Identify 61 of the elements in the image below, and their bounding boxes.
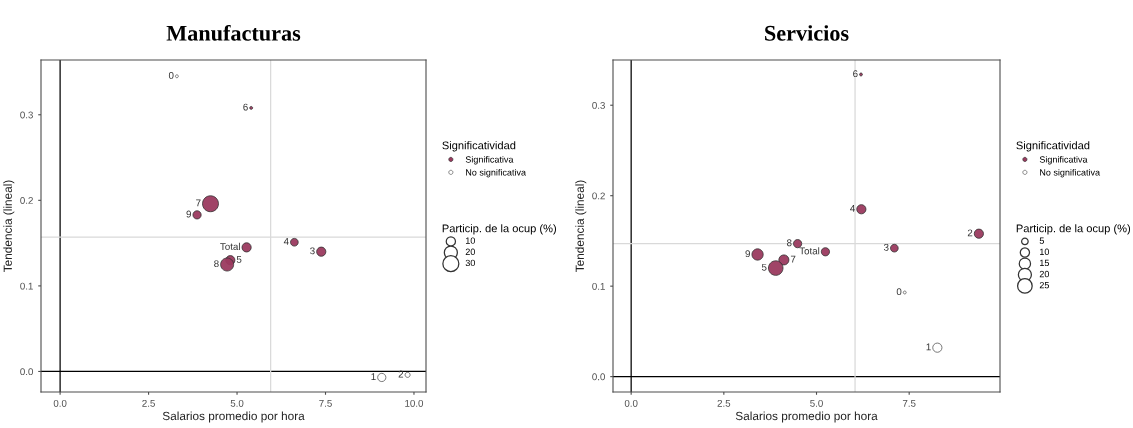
annotation: 0	[896, 288, 902, 296]
legend-label: No significativa	[466, 168, 527, 178]
chart-title: Manufacturas	[166, 24, 301, 41]
annotation: 4	[850, 205, 855, 212]
y-axis-title: Tendencia (lineal)	[575, 180, 587, 272]
legend-title: Significatividad	[1016, 141, 1090, 152]
y-tick-label: 0.3	[592, 101, 605, 109]
legend-label: No significativa	[1040, 168, 1101, 178]
y-tick-label: 0.2	[20, 197, 33, 204]
annotation: 9	[186, 210, 191, 218]
legend-label: 10	[465, 237, 475, 244]
annotation: 8	[787, 239, 792, 247]
annotation: 6	[243, 103, 248, 111]
legend-label: 20	[465, 248, 475, 255]
legend-label: 5	[1039, 237, 1044, 244]
annotation: 5	[236, 256, 242, 263]
x-tick-label: 5.0	[230, 399, 244, 407]
annotation: 2	[967, 229, 973, 237]
y-tick-label: 0.1	[592, 282, 605, 290]
annotation: 6	[853, 70, 858, 78]
y-axis-title: Tendencia (lineal)	[3, 180, 15, 272]
y-tick-label: 0.0	[20, 368, 33, 376]
annotation: 3	[310, 247, 315, 255]
annotation: 8	[214, 260, 219, 268]
y-tick-label: 0.0	[592, 373, 605, 381]
annotation: Total	[220, 242, 240, 250]
x-tick-label: 2.5	[717, 399, 731, 407]
legend-label: 30	[465, 259, 475, 267]
x-tick-label: 0.0	[624, 399, 638, 407]
text: Particip. de la ocup (%)	[442, 224, 556, 235]
text: Particip. de la ocup (%)	[1016, 224, 1131, 235]
annotation: 5	[761, 263, 767, 271]
x-axis-title: Salarios promedio por hora	[162, 411, 305, 423]
legend-label: 20	[1039, 270, 1050, 278]
legend-label: Significativa	[465, 156, 514, 165]
annotation: 7	[196, 199, 201, 207]
legend-label: 10	[1040, 248, 1050, 255]
x-tick-label: 0.0	[53, 399, 67, 407]
annotation: 1	[926, 343, 931, 351]
annotation: 2	[398, 370, 404, 378]
x-axis-title: Salarios promedio por hora	[735, 411, 878, 423]
legend-title: Significatividad	[442, 141, 516, 152]
legend-label: 15	[1040, 259, 1049, 267]
annotation: 7	[790, 255, 796, 263]
annotation: 3	[883, 243, 889, 251]
annotation: 4	[283, 238, 289, 245]
x-tick-label: 7.5	[319, 400, 332, 407]
annotation: Total	[799, 247, 820, 255]
y-tick-label: 0.3	[20, 111, 33, 119]
legend-label: 25	[1039, 281, 1049, 289]
legend-label: Significativa	[1039, 156, 1088, 165]
x-tick-label: 5.0	[810, 399, 823, 407]
x-tick-label: 2.5	[142, 399, 155, 407]
x-tick-label: 7.5	[902, 400, 916, 407]
x-tick-label: 10.0	[405, 399, 424, 407]
annotation: 0	[168, 71, 174, 79]
annotation: 9	[745, 250, 750, 258]
y-tick-label: 0.2	[592, 192, 605, 200]
annotation: 1	[371, 373, 376, 380]
y-tick-label: 0.1	[20, 282, 33, 290]
chart-title: Servicios	[765, 25, 849, 41]
